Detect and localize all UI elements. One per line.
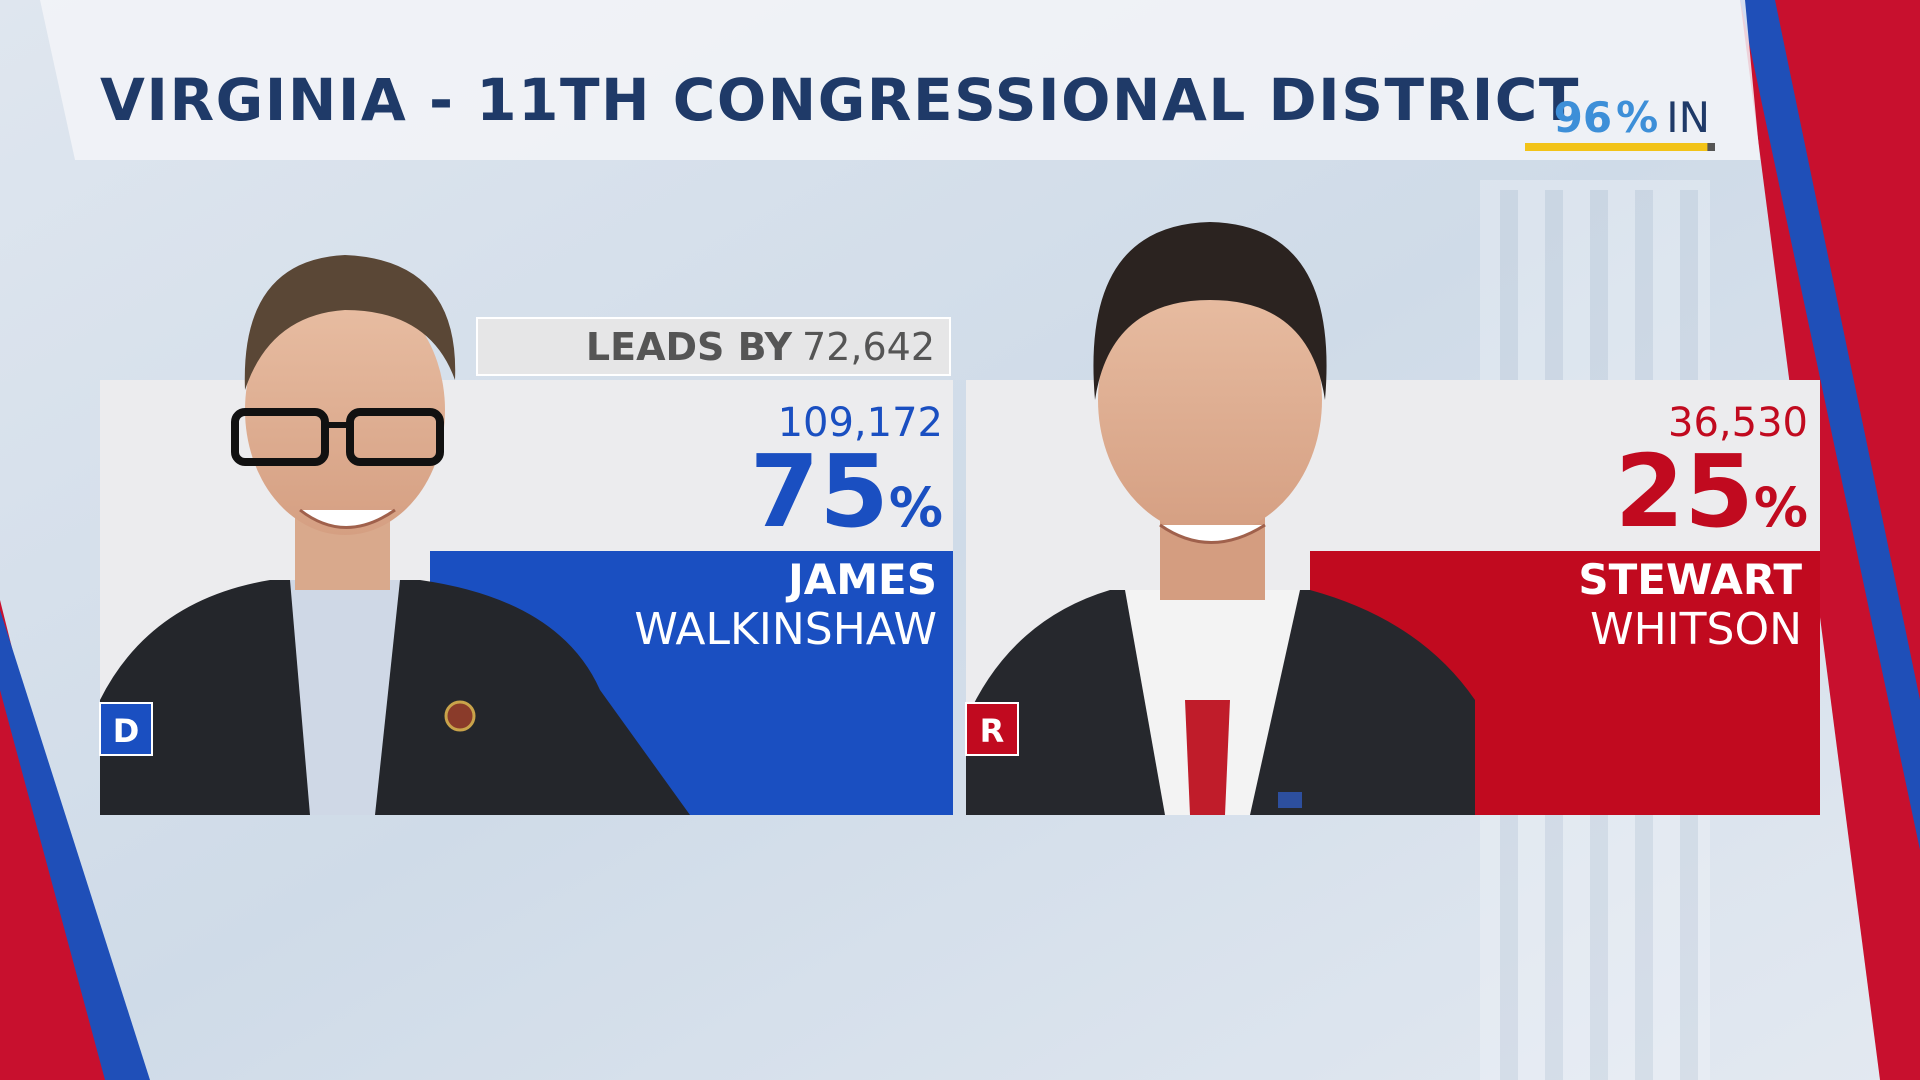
percent: 25%: [1615, 433, 1808, 550]
blue-stripe-right: [1740, 0, 1920, 850]
lead-margin: 72,642: [802, 325, 935, 369]
reporting-suffix: IN: [1666, 93, 1710, 142]
lead-box: [476, 317, 951, 376]
reporting-bar: [1525, 143, 1708, 151]
header-band: [40, 0, 1760, 160]
percent-value: 75: [750, 433, 889, 550]
red-stripe-right: [1740, 0, 1920, 1080]
party: R: [980, 712, 1005, 750]
reporting: 96% IN: [1554, 93, 1710, 142]
party-badge: [965, 702, 1019, 756]
percent-sign: %: [1754, 476, 1808, 539]
blue-stripe-left: [0, 610, 150, 1080]
party: D: [113, 712, 140, 750]
percent-value: 25: [1615, 433, 1754, 550]
votes: 109,172: [778, 400, 943, 446]
last-name: WALKINSHAW: [634, 604, 937, 655]
photo-right: [966, 222, 1475, 815]
percent: 75%: [750, 433, 943, 550]
lead-label: LEADS BY: [586, 325, 793, 369]
first-name: STEWART: [1578, 555, 1802, 604]
reporting-percent: 96: [1554, 93, 1612, 142]
votes: 36,530: [1668, 400, 1808, 446]
first-name: JAMES: [785, 555, 937, 604]
party-badge: [99, 702, 153, 756]
photo-left: [100, 255, 690, 815]
percent-sign: %: [889, 476, 943, 539]
title: VIRGINIA - 11TH CONGRESSIONAL DISTRICT: [100, 66, 1580, 134]
lead: LEADS BY 72,642: [586, 325, 935, 369]
last-name: WHITSON: [1590, 604, 1802, 655]
reporting-sign: %: [1616, 93, 1658, 142]
